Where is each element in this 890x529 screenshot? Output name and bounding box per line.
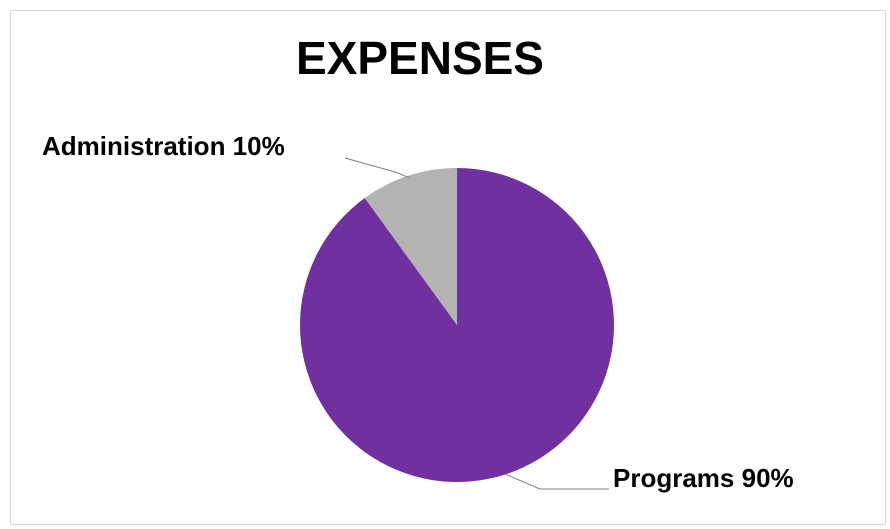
data-label-administration: Administration 10%	[42, 131, 285, 161]
data-label-programs: Programs 90%	[613, 463, 794, 493]
pie-slice-administration	[364, 168, 457, 325]
leader-lines	[344, 157, 609, 490]
leader-line-programs	[505, 473, 609, 490]
pie-slices	[299, 168, 614, 483]
slice-labels: Programs 90% Administration 10%	[42, 131, 794, 493]
chart-title: EXPENSES	[296, 32, 544, 84]
leader-line-administration	[344, 157, 410, 179]
